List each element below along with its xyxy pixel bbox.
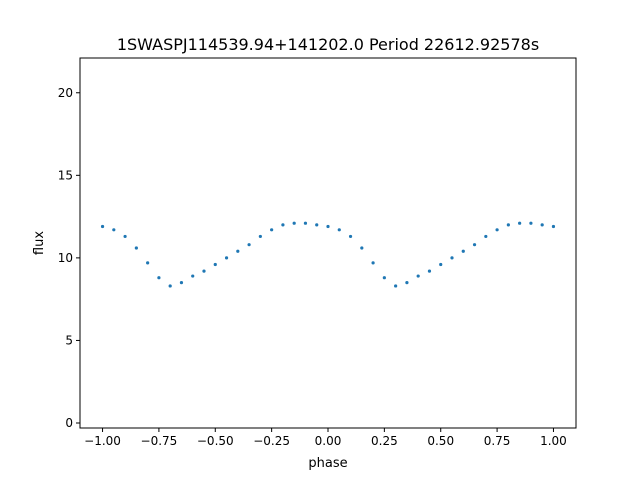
x-axis-label: phase [308,456,347,471]
x-tick-label: 0.25 [371,434,398,448]
data-point [270,228,274,232]
data-point [472,243,477,247]
y-axis-label: flux [32,231,47,255]
data-point [202,269,206,273]
data-point [134,246,138,250]
data-point [224,256,229,260]
data-point [281,223,285,227]
data-points [100,221,556,288]
y-tick-label: 10 [58,251,73,265]
data-point [450,256,454,260]
y-tick-label: 15 [58,168,73,182]
y-tick-label: 20 [58,86,73,100]
data-point [112,228,116,232]
data-point [551,224,556,229]
data-point [213,262,217,267]
data-point [484,234,488,239]
data-point [348,234,353,239]
data-point [518,221,522,225]
data-point [360,246,364,250]
data-point [123,234,127,239]
y-tick-label: 5 [65,333,73,347]
data-point [461,249,465,253]
x-tick-label: 1.00 [540,434,567,448]
y-tick-label: 0 [65,416,73,430]
data-point [405,281,409,285]
data-point [416,274,420,278]
data-point [191,274,195,278]
data-point [337,228,341,232]
data-point [146,261,150,265]
x-tick-label: −0.25 [253,434,290,448]
data-point [236,249,240,253]
data-point [506,223,510,227]
data-point [371,261,375,265]
x-tick-label: −0.75 [141,434,178,448]
data-point [315,223,319,227]
data-point [529,221,533,225]
x-tick-label: −0.50 [197,434,234,448]
data-point [394,284,398,288]
data-point [303,221,308,225]
data-point [157,276,161,280]
data-point [382,276,386,280]
data-point [258,234,262,239]
x-tick-label: 0.75 [484,434,511,448]
x-axis: −1.00 −0.75 −0.50 −0.25 0.00 0.25 0.50 0.75 1.00 [84,428,567,448]
data-point [179,281,184,285]
data-point [292,221,296,225]
x-tick-label: 0.50 [427,434,454,448]
data-point [326,224,330,229]
x-tick-label: −1.00 [84,434,121,448]
data-point [540,223,544,227]
data-point [427,269,432,273]
data-point [495,228,499,232]
y-axis: 0 5 10 15 20 [58,86,80,430]
data-point [247,243,251,247]
chart-title: 1SWASPJ114539.94+141202.0 Period 22612.9… [117,35,539,54]
data-point [439,262,443,267]
data-point [100,224,105,229]
x-tick-label: 0.00 [315,434,342,448]
data-point [168,284,172,288]
